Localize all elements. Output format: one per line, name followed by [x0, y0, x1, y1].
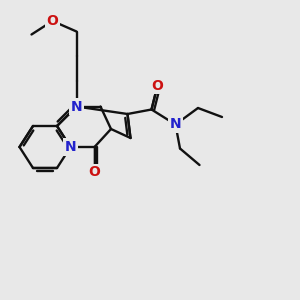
- Text: N: N: [170, 118, 181, 131]
- Text: O: O: [88, 166, 101, 179]
- Text: N: N: [65, 140, 76, 154]
- Text: O: O: [46, 14, 58, 28]
- Text: N: N: [71, 100, 82, 113]
- Text: O: O: [152, 79, 164, 92]
